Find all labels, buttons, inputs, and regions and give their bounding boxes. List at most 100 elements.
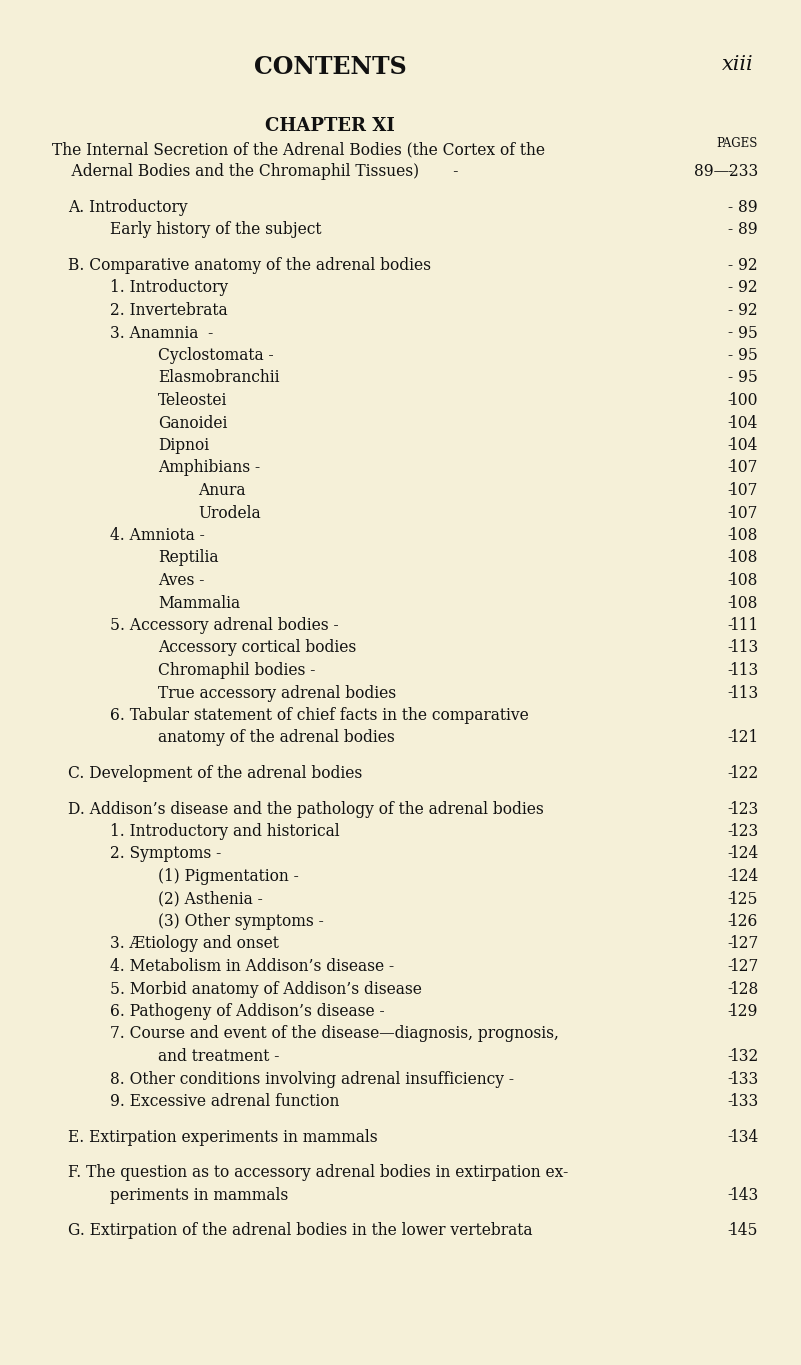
- Text: -: -: [727, 257, 733, 274]
- Text: -: -: [727, 392, 733, 410]
- Text: 113: 113: [729, 662, 758, 678]
- Text: -: -: [727, 684, 733, 702]
- Text: -: -: [727, 639, 733, 657]
- Text: 123: 123: [729, 800, 758, 818]
- Text: 3. Anamnia  -: 3. Anamnia -: [110, 325, 213, 341]
- Text: 9. Excessive adrenal function: 9. Excessive adrenal function: [110, 1093, 340, 1110]
- Text: 134: 134: [729, 1129, 758, 1145]
- Text: -: -: [727, 890, 733, 908]
- Text: -: -: [727, 935, 733, 953]
- Text: -: -: [727, 1048, 733, 1065]
- Text: A. Introductory: A. Introductory: [68, 199, 187, 216]
- Text: anatomy of the adrenal bodies: anatomy of the adrenal bodies: [158, 729, 395, 747]
- Text: 111: 111: [729, 617, 758, 633]
- Text: Elasmobranchii: Elasmobranchii: [158, 370, 280, 386]
- Text: -: -: [727, 845, 733, 863]
- Text: The Internal Secretion of the Adrenal Bodies (the Cortex of the: The Internal Secretion of the Adrenal Bo…: [52, 141, 545, 158]
- Text: -: -: [727, 1093, 733, 1110]
- Text: 95: 95: [739, 347, 758, 364]
- Text: -: -: [727, 199, 733, 216]
- Text: 126: 126: [729, 913, 758, 930]
- Text: 124: 124: [729, 868, 758, 885]
- Text: 5. Accessory adrenal bodies -: 5. Accessory adrenal bodies -: [110, 617, 339, 633]
- Text: -: -: [727, 1129, 733, 1145]
- Text: -: -: [727, 1222, 733, 1239]
- Text: 89: 89: [739, 221, 758, 239]
- Text: -: -: [727, 280, 733, 296]
- Text: F. The question as to accessory adrenal bodies in extirpation ex-: F. The question as to accessory adrenal …: [68, 1164, 568, 1181]
- Text: Adernal Bodies and the Chromaphil Tissues)       -: Adernal Bodies and the Chromaphil Tissue…: [52, 164, 458, 180]
- Text: xiii: xiii: [723, 55, 754, 74]
- Text: periments in mammals: periments in mammals: [110, 1186, 288, 1204]
- Text: and treatment -: and treatment -: [158, 1048, 280, 1065]
- Text: -: -: [727, 595, 733, 612]
- Text: 108: 108: [729, 595, 758, 612]
- Text: -: -: [727, 505, 733, 521]
- Text: 2. Invertebrata: 2. Invertebrata: [110, 302, 227, 319]
- Text: -: -: [727, 823, 733, 839]
- Text: 1. Introductory: 1. Introductory: [110, 280, 228, 296]
- Text: 8. Other conditions involving adrenal insufficiency -: 8. Other conditions involving adrenal in…: [110, 1070, 514, 1088]
- Text: 104: 104: [729, 415, 758, 431]
- Text: 3. Ætiology and onset: 3. Ætiology and onset: [110, 935, 279, 953]
- Text: 95: 95: [739, 325, 758, 341]
- Text: E. Extirpation experiments in mammals: E. Extirpation experiments in mammals: [68, 1129, 377, 1145]
- Text: -: -: [727, 437, 733, 455]
- Text: 4. Metabolism in Addison’s disease -: 4. Metabolism in Addison’s disease -: [110, 958, 394, 975]
- Text: -: -: [727, 460, 733, 476]
- Text: PAGES: PAGES: [717, 136, 758, 150]
- Text: 123: 123: [729, 823, 758, 839]
- Text: 122: 122: [729, 764, 758, 782]
- Text: -: -: [727, 415, 733, 431]
- Text: (2) Asthenia -: (2) Asthenia -: [158, 890, 263, 908]
- Text: 145: 145: [728, 1222, 758, 1239]
- Text: 107: 107: [729, 505, 758, 521]
- Text: 127: 127: [729, 935, 758, 953]
- Text: Mammalia: Mammalia: [158, 595, 240, 612]
- Text: -: -: [727, 325, 733, 341]
- Text: -: -: [727, 221, 733, 239]
- Text: 92: 92: [739, 280, 758, 296]
- Text: -: -: [727, 980, 733, 998]
- Text: 104: 104: [729, 437, 758, 455]
- Text: -: -: [727, 764, 733, 782]
- Text: Aves -: Aves -: [158, 572, 204, 590]
- Text: 107: 107: [729, 482, 758, 500]
- Text: Cyclostomata -: Cyclostomata -: [158, 347, 274, 364]
- Text: -: -: [727, 527, 733, 545]
- Text: 95: 95: [739, 370, 758, 386]
- Text: CONTENTS: CONTENTS: [254, 55, 406, 79]
- Text: -: -: [727, 1003, 733, 1020]
- Text: 6. Tabular statement of chief facts in the comparative: 6. Tabular statement of chief facts in t…: [110, 707, 529, 723]
- Text: -: -: [727, 347, 733, 364]
- Text: 129: 129: [729, 1003, 758, 1020]
- Text: 108: 108: [729, 527, 758, 545]
- Text: Ganoidei: Ganoidei: [158, 415, 227, 431]
- Text: 4. Amniota -: 4. Amniota -: [110, 527, 205, 545]
- Text: Chromaphil bodies -: Chromaphil bodies -: [158, 662, 316, 678]
- Text: True accessory adrenal bodies: True accessory adrenal bodies: [158, 684, 396, 702]
- Text: Reptilia: Reptilia: [158, 550, 219, 566]
- Text: Accessory cortical bodies: Accessory cortical bodies: [158, 639, 356, 657]
- Text: CHAPTER XI: CHAPTER XI: [265, 117, 395, 135]
- Text: -: -: [727, 800, 733, 818]
- Text: Teleostei: Teleostei: [158, 392, 227, 410]
- Text: 113: 113: [729, 639, 758, 657]
- Text: 133: 133: [729, 1070, 758, 1088]
- Text: -: -: [727, 164, 733, 180]
- Text: -: -: [727, 1186, 733, 1204]
- Text: 100: 100: [728, 392, 758, 410]
- Text: -: -: [727, 868, 733, 885]
- Text: Anura: Anura: [198, 482, 245, 500]
- Text: 107: 107: [729, 460, 758, 476]
- Text: G. Extirpation of the adrenal bodies in the lower vertebrata: G. Extirpation of the adrenal bodies in …: [68, 1222, 533, 1239]
- Text: C. Development of the adrenal bodies: C. Development of the adrenal bodies: [68, 764, 362, 782]
- Text: Early history of the subject: Early history of the subject: [110, 221, 321, 239]
- Text: -: -: [727, 370, 733, 386]
- Text: 132: 132: [729, 1048, 758, 1065]
- Text: 6. Pathogeny of Addison’s disease -: 6. Pathogeny of Addison’s disease -: [110, 1003, 384, 1020]
- Text: -: -: [727, 729, 733, 747]
- Text: 133: 133: [729, 1093, 758, 1110]
- Text: Urodela: Urodela: [198, 505, 260, 521]
- Text: B. Comparative anatomy of the adrenal bodies: B. Comparative anatomy of the adrenal bo…: [68, 257, 431, 274]
